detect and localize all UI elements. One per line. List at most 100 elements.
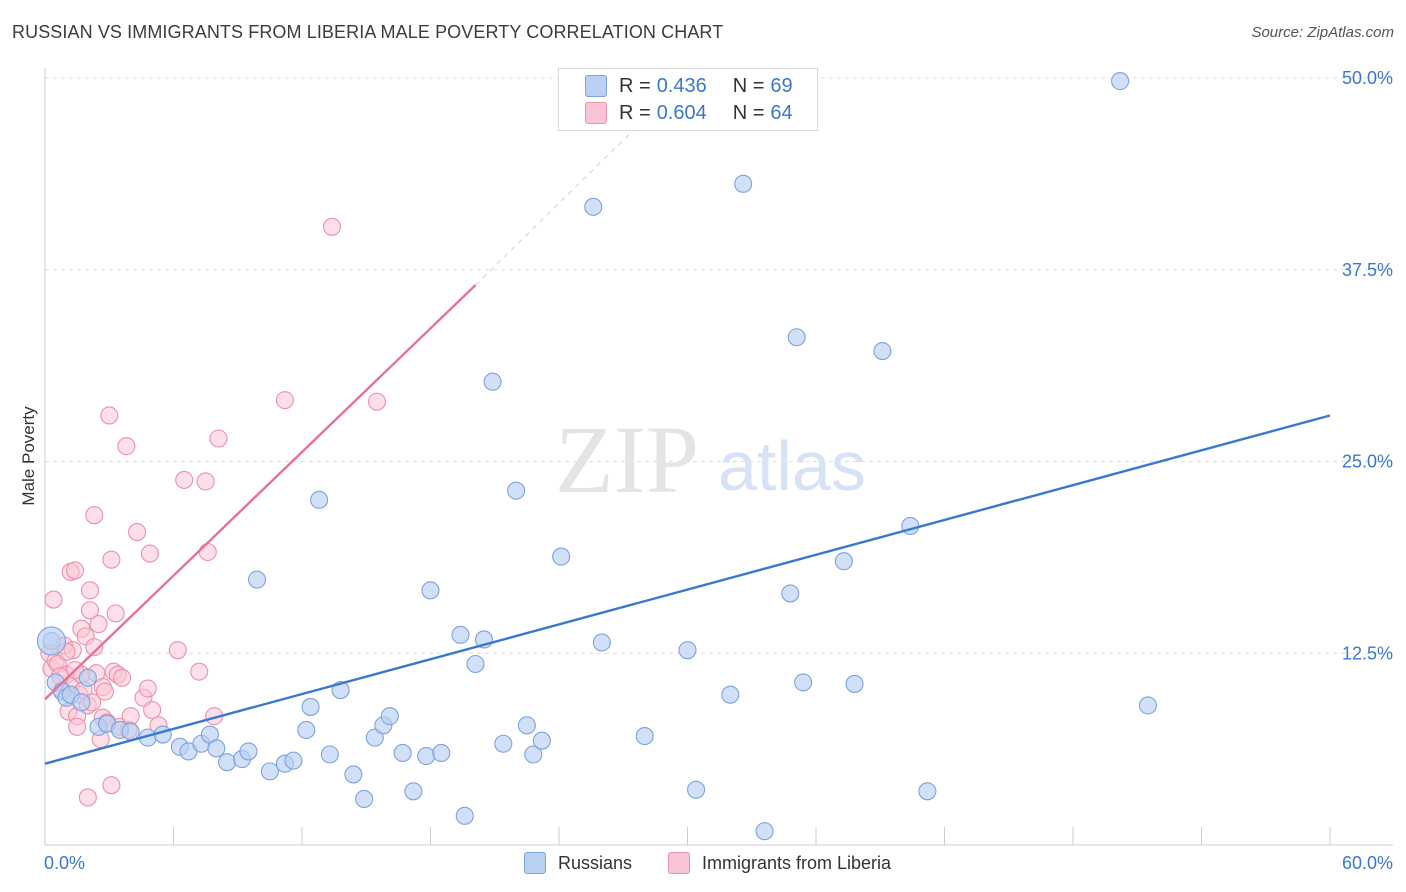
legend-row-liberia: R = 0.604 N = 64 <box>585 101 793 125</box>
point-liberia <box>102 776 121 795</box>
point-russians <box>584 197 603 216</box>
point-russians <box>687 780 706 799</box>
point-russians <box>552 547 571 566</box>
point-russians <box>393 743 412 763</box>
legend-r-label: R = <box>619 101 651 124</box>
point-russians-cluster <box>36 626 66 656</box>
series-russians-points <box>36 72 1158 841</box>
legend-n-value: 64 <box>770 101 793 124</box>
point-liberia <box>190 662 209 681</box>
point-liberia <box>80 601 100 620</box>
point-liberia <box>100 406 119 425</box>
point-russians <box>78 668 97 687</box>
point-liberia <box>140 544 159 563</box>
point-russians <box>421 581 440 600</box>
point-liberia <box>128 523 147 542</box>
watermark-zip: ZIP <box>555 406 699 513</box>
legend-n-label: N = <box>732 74 765 97</box>
point-russians <box>517 716 536 735</box>
point-russians <box>297 720 316 740</box>
point-liberia <box>85 506 104 525</box>
point-russians <box>794 673 813 692</box>
point-russians <box>239 742 258 761</box>
point-russians <box>755 822 774 841</box>
point-liberia <box>78 788 97 807</box>
point-russians <box>301 697 320 716</box>
legend-r-label: R = <box>619 74 651 97</box>
axes <box>44 68 1393 846</box>
legend-n-label: N = <box>732 101 765 124</box>
point-russians <box>734 174 753 193</box>
point-liberia <box>175 470 194 489</box>
point-russians <box>507 481 526 500</box>
point-liberia <box>138 679 157 698</box>
gridlines <box>45 77 1392 654</box>
point-liberia <box>209 429 228 448</box>
point-liberia <box>367 392 387 411</box>
point-russians <box>635 727 654 746</box>
point-russians <box>344 765 363 784</box>
source-label: Source: ZipAtlas.com <box>1251 24 1394 41</box>
trend-line-liberia-extension <box>475 108 656 286</box>
bottom-legend-liberia: Immigrants from Liberia <box>668 852 891 874</box>
point-liberia <box>121 707 140 726</box>
point-russians <box>592 633 611 652</box>
point-liberia <box>117 437 136 456</box>
point-liberia <box>113 668 132 687</box>
point-russians <box>845 674 864 693</box>
point-russians <box>483 372 502 391</box>
legend-box: R = 0.436 N = 69 R = 0.604 N = 64 <box>558 68 818 131</box>
bottom-legend-swatch-liberia <box>668 852 690 874</box>
x-tick-label: 60.0% <box>1342 853 1393 873</box>
point-russians <box>721 685 740 704</box>
legend-swatch-liberia <box>585 102 607 124</box>
point-liberia <box>143 700 162 720</box>
point-russians <box>466 654 485 674</box>
bottom-legend-label-liberia: Immigrants from Liberia <box>702 852 892 873</box>
point-russians <box>417 746 436 766</box>
legend-r-value: 0.604 <box>656 101 707 124</box>
point-russians <box>121 722 140 741</box>
point-liberia <box>95 682 115 701</box>
point-russians <box>404 782 423 801</box>
point-liberia <box>322 217 342 236</box>
tick-labels: 12.5% 25.0% 37.5% 50.0% 0.0% 60.0% <box>44 68 1393 873</box>
legend-row-russians: R = 0.436 N = 69 <box>585 74 793 98</box>
point-russians <box>1111 72 1130 91</box>
point-russians <box>284 751 303 770</box>
point-russians <box>1138 696 1158 715</box>
y-tick-label: 25.0% <box>1342 452 1393 472</box>
point-russians <box>918 782 937 801</box>
point-russians <box>260 762 279 781</box>
point-liberia <box>275 391 294 410</box>
point-russians <box>834 552 853 571</box>
point-russians <box>380 707 399 726</box>
point-russians <box>455 806 474 825</box>
point-russians <box>494 734 513 753</box>
point-liberia <box>89 615 108 634</box>
point-russians <box>72 693 91 712</box>
trend-line-liberia <box>44 284 477 701</box>
point-russians <box>365 728 384 747</box>
point-russians <box>355 789 374 809</box>
point-liberia <box>80 581 100 600</box>
point-russians <box>217 753 237 772</box>
point-liberia <box>168 641 187 660</box>
bottom-legend-russians: Russians <box>524 852 632 874</box>
y-tick-label: 50.0% <box>1342 68 1393 88</box>
point-liberia <box>85 638 104 657</box>
bottom-legend-label-russians: Russians <box>558 852 633 873</box>
point-russians <box>432 743 451 763</box>
point-liberia <box>106 604 125 623</box>
point-russians <box>781 584 800 603</box>
point-liberia <box>65 561 85 580</box>
watermark-atlas: atlas <box>718 427 866 505</box>
point-russians <box>787 328 806 347</box>
trend-line-russians <box>44 414 1331 765</box>
x-tick-label: 0.0% <box>44 853 85 873</box>
y-tick-label: 12.5% <box>1342 643 1393 663</box>
point-russians <box>451 625 470 644</box>
point-russians <box>873 342 892 361</box>
chart-title: RUSSIAN VS IMMIGRANTS FROM LIBERIA MALE … <box>12 22 724 42</box>
